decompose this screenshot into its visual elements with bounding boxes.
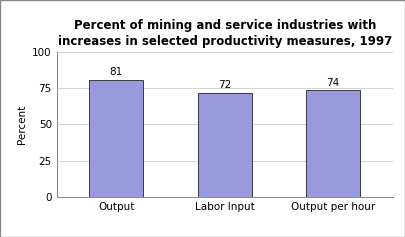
Text: 74: 74 xyxy=(326,77,340,87)
Title: Percent of mining and service industries with
increases in selected productivity: Percent of mining and service industries… xyxy=(58,19,392,48)
Y-axis label: Percent: Percent xyxy=(17,105,27,144)
Bar xyxy=(89,80,143,197)
Bar xyxy=(306,90,360,197)
Bar xyxy=(198,93,252,197)
Text: 81: 81 xyxy=(110,68,123,77)
Text: 72: 72 xyxy=(218,80,231,91)
